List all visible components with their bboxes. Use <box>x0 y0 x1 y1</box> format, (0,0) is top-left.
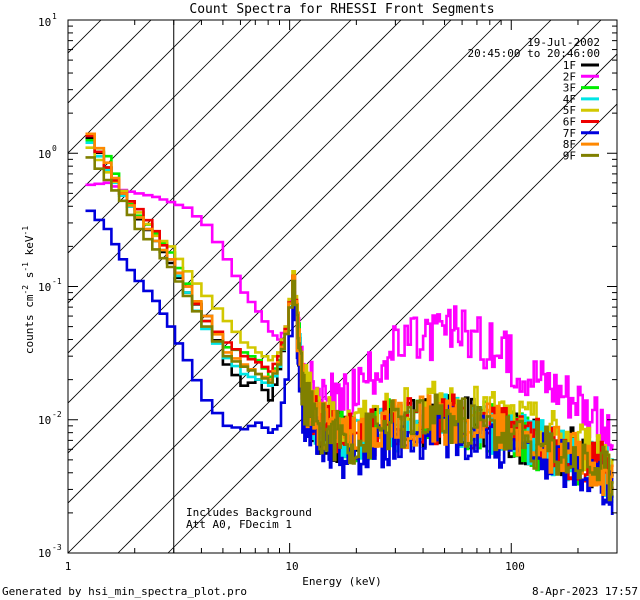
legend-label-2F: 2F <box>563 70 576 83</box>
legend-label-1F: 1F <box>563 59 576 72</box>
legend-label-3F: 3F <box>563 82 576 95</box>
y-tick-label-1e0: 10 0 <box>38 144 57 161</box>
chart-title: Count Spectra for RHESSI Front Segments <box>189 2 494 17</box>
x-tick-label-1: 1 <box>65 560 72 573</box>
hatch-line-4 <box>68 20 202 154</box>
svg-text:10: 10 <box>38 414 51 427</box>
hatch-line-6 <box>68 20 302 254</box>
hatch-line-7 <box>68 20 352 304</box>
legend-label-5F: 5F <box>563 104 576 117</box>
y-axis-ticks <box>68 19 617 554</box>
hatch-line-11 <box>68 20 552 504</box>
legend-label-8F: 8F <box>563 138 576 151</box>
series-lines <box>85 132 614 515</box>
y-tick-label-1e-1: 10 -1 <box>38 277 62 294</box>
y-axis-label: counts cm-2 s-1 keV-1 <box>21 226 36 354</box>
footer-generator: Generated by hsi_min_spectra_plot.pro <box>2 585 247 598</box>
legend-label-9F: 9F <box>563 149 576 162</box>
hatched-region-background <box>68 20 174 553</box>
svg-text:0: 0 <box>52 144 57 153</box>
y-tick-label-1e1: 10 1 <box>38 12 57 29</box>
svg-text:10: 10 <box>38 16 51 29</box>
legend-label-4F: 4F <box>563 93 576 106</box>
y-tick-label-1e-2: 10 -2 <box>38 410 62 427</box>
series-9F-line <box>85 156 614 502</box>
svg-text:10: 10 <box>38 148 51 161</box>
hatch-line-5 <box>68 20 252 204</box>
svg-text:1: 1 <box>52 12 57 21</box>
observation-time-range: 20:45:00 to 20:46:00 <box>468 47 600 60</box>
x-tick-label-10: 10 <box>285 560 298 573</box>
svg-text:-2: -2 <box>52 410 62 419</box>
x-tick-label-100: 100 <box>505 560 525 573</box>
annotation-background: Includes Background <box>186 506 312 519</box>
svg-text:10: 10 <box>38 547 51 560</box>
footer-timestamp: 8-Apr-2023 17:57 <box>532 585 638 598</box>
svg-text:-1: -1 <box>52 277 62 286</box>
svg-text:10: 10 <box>38 281 51 294</box>
hatch-line-3 <box>68 20 152 104</box>
hatch-line-13 <box>117 53 617 553</box>
hatch-line-10 <box>68 20 502 454</box>
y-tick-label-1e-3: 10 -3 <box>38 543 62 560</box>
x-axis-label: Energy (keV) <box>302 575 381 588</box>
legend-label-6F: 6F <box>563 116 576 129</box>
x-axis-ticks <box>67 20 618 553</box>
hatch-line-9 <box>68 20 452 404</box>
hatch-line-14 <box>167 103 617 553</box>
observation-date: 19-Jul-2002 <box>527 36 600 49</box>
legend-label-7F: 7F <box>563 127 576 140</box>
hatch-line-12 <box>68 20 602 553</box>
svg-text:-3: -3 <box>52 543 62 552</box>
annotation-attenuator: Att A0, FDecim 1 <box>186 518 292 531</box>
